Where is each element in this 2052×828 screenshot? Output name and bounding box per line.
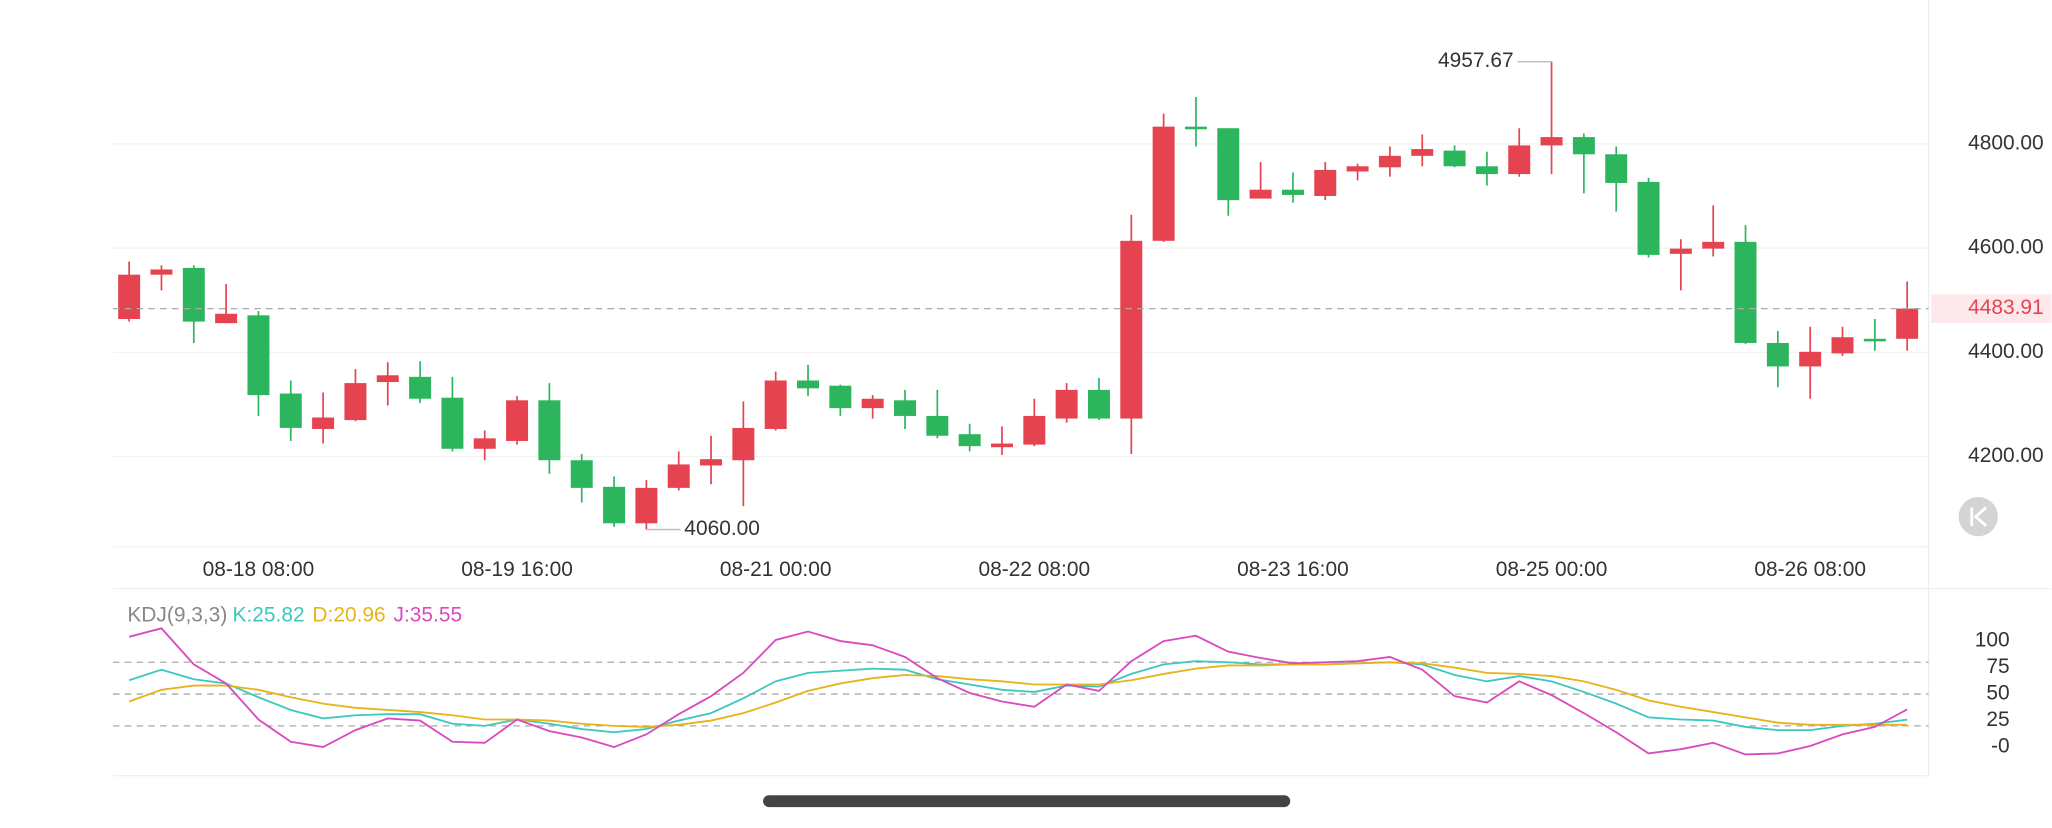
y-tick-label: 100: [1975, 629, 2010, 652]
candle-body: [215, 313, 238, 324]
x-tick-label: 08-26 08:00: [1754, 558, 1866, 581]
candle-body: [1669, 248, 1692, 254]
candle-body: [861, 398, 884, 409]
indicator-line: [128, 661, 1908, 728]
candle-body: [990, 443, 1013, 448]
x-tick-label: 08-23 16:00: [1237, 558, 1349, 581]
candle-body: [344, 383, 367, 421]
y-tick-label: 50: [1986, 682, 2009, 705]
candle-body: [1152, 126, 1175, 241]
candle-body: [1863, 338, 1886, 342]
candle-body: [376, 375, 399, 383]
candle-body: [182, 267, 205, 322]
candle-body: [635, 487, 658, 524]
candle-body: [1896, 308, 1919, 339]
candle-body: [1702, 241, 1725, 249]
candle-body: [1475, 166, 1498, 175]
candle-body: [1540, 137, 1563, 146]
candle-body: [926, 415, 949, 436]
indicator-line: [128, 660, 1908, 734]
indicator-line: [128, 627, 1908, 756]
legend-entry: D:20.96: [312, 604, 385, 627]
candle-body: [829, 385, 852, 409]
candle-body: [441, 397, 464, 449]
candle-body: [1766, 342, 1789, 367]
candle-body: [312, 417, 335, 429]
last-price-label: 4483.91: [1968, 296, 2044, 319]
candle-body: [1346, 166, 1369, 172]
x-tick-label: 08-19 16:00: [461, 558, 573, 581]
candle-body: [1184, 126, 1207, 130]
candle-body: [1120, 240, 1143, 419]
candle-body: [538, 400, 561, 461]
candle-body: [1055, 389, 1078, 419]
candle-body: [700, 459, 723, 466]
candle-body: [118, 274, 141, 319]
indicator-title: KDJ(9,3,3): [127, 604, 227, 627]
candle-body: [473, 438, 496, 449]
candle-body: [732, 427, 755, 461]
candle-body: [1799, 351, 1822, 367]
candle-body: [958, 434, 981, 447]
candle-body: [1411, 149, 1434, 156]
candle-body: [1023, 415, 1046, 445]
candle-body: [1572, 137, 1595, 155]
y-tick-label: 4400.00: [1968, 340, 2044, 363]
y-tick-label: -0: [1991, 735, 2010, 758]
y-tick-label: 4800.00: [1968, 131, 2044, 154]
reset-button-bg[interactable]: [1958, 497, 1998, 537]
y-tick-label: 4200.00: [1968, 444, 2044, 467]
candle-body: [1378, 155, 1401, 168]
candle-body: [1443, 150, 1466, 167]
candle-body: [409, 376, 432, 399]
candle-body: [1734, 241, 1757, 343]
candle-body: [1249, 189, 1272, 199]
candle-body: [894, 400, 916, 416]
legend-entry: J:35.55: [394, 604, 463, 627]
x-tick-label: 08-25 00:00: [1496, 558, 1608, 581]
y-tick-label: 75: [1986, 655, 2009, 678]
candle-body: [1217, 128, 1240, 201]
home-indicator: [763, 795, 1291, 808]
candle-body: [150, 269, 173, 275]
candle-body: [667, 464, 690, 488]
candle-body: [279, 393, 302, 428]
candle-body: [1637, 181, 1660, 255]
reset-button[interactable]: [1958, 497, 1998, 537]
y-tick-label: 25: [1986, 708, 2009, 731]
annotation-label: 4957.67: [1438, 49, 1514, 72]
candle-body: [1314, 169, 1337, 196]
y-tick-label: 4600.00: [1968, 236, 2044, 259]
candle-body: [570, 460, 593, 488]
x-tick-label: 08-22 08:00: [979, 558, 1091, 581]
candle-body: [1605, 154, 1628, 183]
reset-icon[interactable]: [1970, 506, 1988, 527]
candle-body: [764, 380, 787, 429]
candle-body: [797, 380, 820, 389]
candle-body: [1831, 337, 1854, 354]
last-price-bg: [1931, 294, 2052, 324]
legend-entry: K:25.82: [233, 604, 305, 627]
candle-body: [506, 400, 529, 441]
x-tick-label: 08-21 00:00: [720, 558, 832, 581]
x-tick-label: 08-18 08:00: [203, 558, 315, 581]
candle-body: [1508, 145, 1531, 175]
annotation-label: 4060.00: [684, 517, 760, 540]
candle-body: [1281, 189, 1304, 195]
candle-body: [247, 315, 270, 396]
candle-body: [1087, 389, 1110, 419]
candle-body: [603, 486, 626, 524]
